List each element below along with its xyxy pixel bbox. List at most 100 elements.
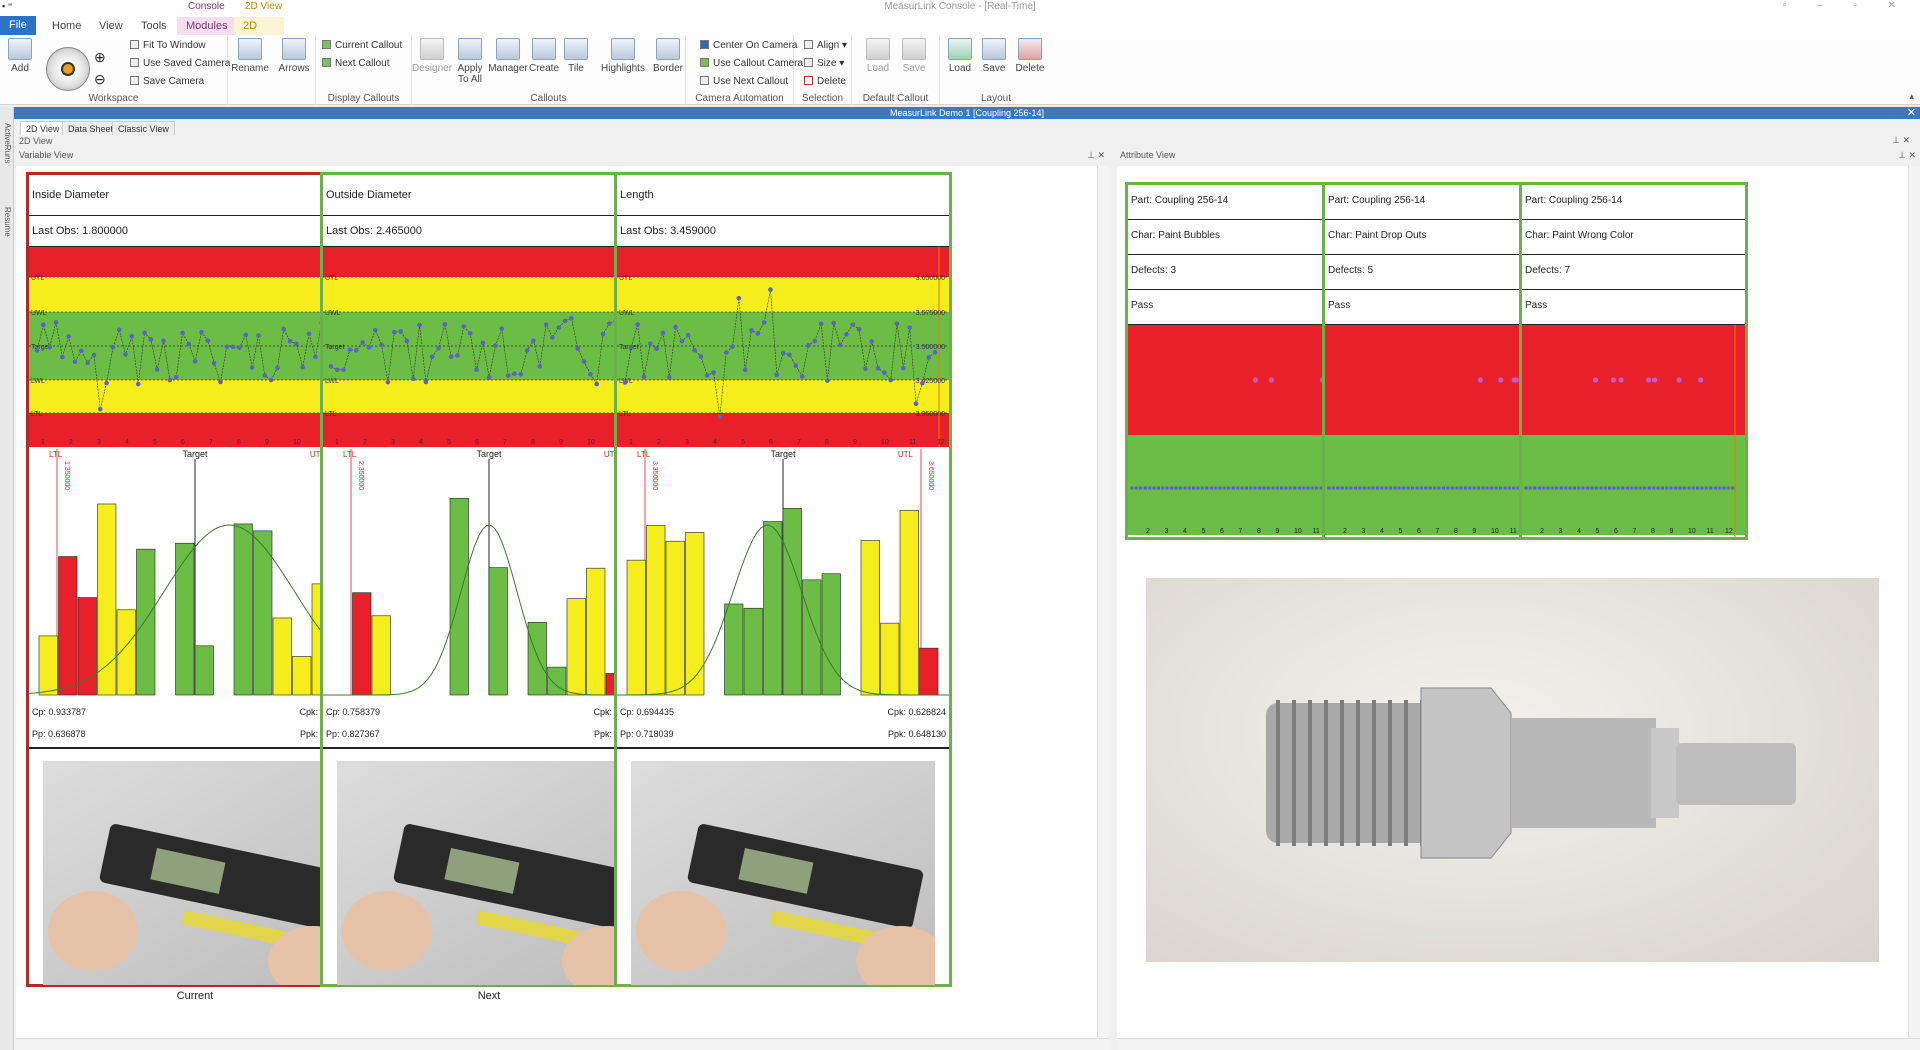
tab-tools[interactable]: Tools bbox=[141, 20, 167, 32]
tab-classic-view[interactable]: Classic View bbox=[112, 121, 175, 135]
layout-delete-button[interactable]: Delete bbox=[1010, 38, 1050, 74]
x-tick-label: 6 bbox=[1220, 528, 1224, 535]
histogram-bar bbox=[821, 573, 841, 696]
control-point bbox=[173, 374, 179, 380]
variable-v-scrollbar[interactable] bbox=[1097, 166, 1109, 1038]
tab-data-sheet[interactable]: Data Sheet bbox=[62, 121, 120, 135]
x-tick-label: 5 bbox=[153, 439, 157, 446]
variable-card[interactable]: Length Last Obs: 3.459000 Cp: 0.694435 Cpk:… bbox=[614, 172, 952, 987]
tab-2d-view[interactable]: 2D View bbox=[234, 17, 284, 50]
pin-close-icons[interactable]: ⊥ ✕ bbox=[1892, 135, 1910, 145]
pass-point bbox=[1139, 486, 1143, 490]
control-band bbox=[29, 380, 361, 413]
control-point bbox=[129, 333, 135, 339]
collapse-ribbon-icon[interactable]: ▴ bbox=[1909, 91, 1914, 101]
variable-view-pin-close[interactable]: ⊥ ✕ bbox=[1087, 150, 1105, 160]
zoom-out-icon[interactable]: ⊖ bbox=[94, 71, 106, 87]
zoom-in-icon[interactable]: ⊕ bbox=[94, 49, 106, 65]
x-tick-label: 8 bbox=[237, 439, 241, 446]
close-document-icon[interactable]: ✕ bbox=[1906, 107, 1916, 119]
control-point bbox=[360, 340, 365, 345]
target-value: 3.500000 bbox=[916, 344, 945, 351]
variable-h-scrollbar[interactable] bbox=[16, 1038, 1109, 1050]
control-band bbox=[323, 277, 655, 312]
control-point bbox=[875, 366, 881, 371]
rail-active-runs[interactable]: ActiveRuns bbox=[3, 123, 12, 164]
default-load-button[interactable]: Load bbox=[858, 38, 898, 74]
next-callout-toggle[interactable]: Next Callout bbox=[322, 57, 389, 71]
attribute-h-scrollbar[interactable] bbox=[1117, 1038, 1920, 1050]
control-point bbox=[524, 348, 530, 353]
control-point bbox=[335, 367, 340, 373]
ltl-spec-label: LTL bbox=[637, 450, 651, 459]
use-next-callout-button[interactable]: Use Next Callout bbox=[700, 75, 788, 89]
pass-point bbox=[1555, 486, 1559, 490]
pass-point bbox=[1161, 486, 1165, 490]
control-point bbox=[97, 406, 103, 412]
control-point bbox=[243, 332, 249, 338]
center-on-camera-button[interactable]: Center On Camera bbox=[700, 39, 797, 53]
group-label: Layout bbox=[980, 93, 1012, 104]
attribute-card[interactable]: Part: Coupling 256-14 Char: Paint Drop Ou… bbox=[1322, 182, 1551, 540]
camera-icon bbox=[130, 58, 139, 67]
attribute-view-pin-close[interactable]: ⊥ ✕ bbox=[1898, 150, 1916, 160]
delete-selection-button[interactable]: Delete bbox=[804, 75, 846, 89]
window-controls[interactable]: ▫ – ▫ ✕ bbox=[1782, 0, 1910, 11]
tab-file[interactable]: File bbox=[0, 16, 36, 35]
pass-point bbox=[1563, 486, 1568, 490]
control-point bbox=[300, 364, 306, 370]
attribute-v-scrollbar[interactable] bbox=[1908, 166, 1920, 1038]
defect-point bbox=[1610, 377, 1617, 383]
attr-char: Char: Paint Wrong Color bbox=[1522, 220, 1745, 255]
pass-point bbox=[1463, 486, 1468, 490]
defect-point bbox=[1676, 377, 1682, 383]
current-callout-toggle[interactable]: Current Callout bbox=[322, 39, 402, 53]
next-arrow-icon bbox=[322, 58, 331, 67]
rename-button[interactable]: Rename bbox=[228, 38, 272, 74]
histogram-bar bbox=[860, 540, 880, 696]
tab-home[interactable]: Home bbox=[52, 20, 82, 32]
create-button[interactable]: Create bbox=[524, 38, 564, 74]
save-camera-button[interactable]: Save Camera bbox=[130, 75, 204, 89]
tab-view[interactable]: View bbox=[99, 20, 123, 32]
designer-button[interactable]: Designer bbox=[412, 38, 452, 74]
highlights-button[interactable]: Highlights bbox=[598, 38, 648, 74]
manager-button[interactable]: Manager bbox=[488, 38, 528, 74]
control-point bbox=[493, 343, 498, 348]
pass-point bbox=[1669, 486, 1673, 490]
control-point bbox=[461, 324, 467, 329]
arrows-button[interactable]: Arrows bbox=[272, 38, 316, 74]
control-chart: UTL2.650000UWL2.575000Target2.500000LWL2… bbox=[323, 247, 655, 447]
align-dropdown[interactable]: Align ▾ bbox=[804, 39, 847, 53]
use-callout-camera-button[interactable]: Use Callout Camera bbox=[700, 57, 803, 71]
variable-card[interactable]: Inside Diameter Last Obs: 1.800000 Cp: 0.9… bbox=[26, 172, 364, 987]
add-button[interactable]: Add bbox=[0, 38, 40, 74]
control-point bbox=[480, 340, 486, 346]
defect-point bbox=[1618, 377, 1624, 383]
fit-to-window-button[interactable]: Fit To Window bbox=[130, 39, 206, 53]
pass-point bbox=[1402, 486, 1406, 490]
layout-save-button[interactable]: Save bbox=[974, 38, 1014, 74]
variable-card[interactable]: Outside Diameter Last Obs: 2.465000 Cp: 0.… bbox=[320, 172, 658, 987]
quick-access-toolbar[interactable]: ▪ ⁼ bbox=[2, 1, 13, 11]
rail-resume[interactable]: Resume bbox=[3, 207, 12, 237]
control-point bbox=[556, 325, 562, 330]
default-save-button[interactable]: Save bbox=[894, 38, 934, 74]
camera-nav-wheel[interactable] bbox=[46, 47, 90, 91]
border-button[interactable]: Border bbox=[648, 38, 688, 74]
attribute-card[interactable]: Part: Coupling 256-14 Char: Paint Wrong C… bbox=[1519, 182, 1748, 540]
size-dropdown[interactable]: Size ▾ bbox=[804, 57, 844, 71]
pass-point bbox=[1340, 486, 1344, 490]
attribute-card[interactable]: Part: Coupling 256-14 Char: Paint Bubbles… bbox=[1125, 182, 1354, 540]
tile-button[interactable]: Tile bbox=[556, 38, 596, 74]
tab-2d-view-sub[interactable]: 2D View bbox=[20, 121, 66, 135]
use-saved-camera-button[interactable]: Use Saved Camera bbox=[130, 57, 230, 71]
group-callout-edit: Rename Arrows bbox=[228, 35, 316, 105]
control-point bbox=[673, 324, 678, 330]
apply-to-all-button[interactable]: Apply To All bbox=[450, 38, 490, 85]
layout-load-button[interactable]: Load bbox=[940, 38, 980, 74]
tab-modules[interactable]: Modules bbox=[177, 17, 237, 35]
document-title-bar: MeasurLink Demo 1 [Coupling 256-14] bbox=[14, 107, 1920, 119]
